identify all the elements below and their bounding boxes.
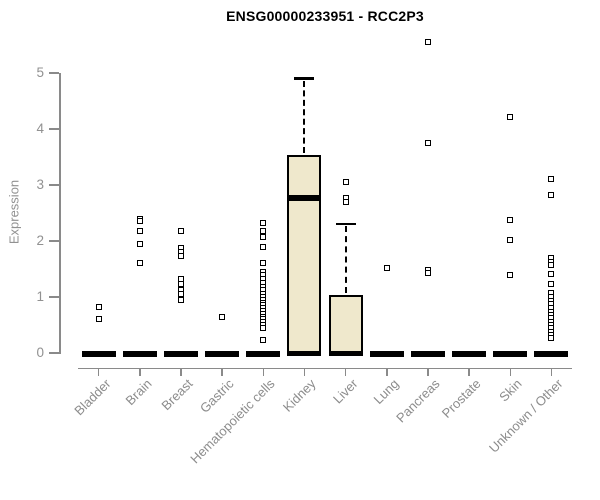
x-tick bbox=[468, 369, 470, 376]
outlier-point bbox=[548, 176, 555, 183]
outlier-point bbox=[177, 296, 184, 303]
collapsed-box-skin bbox=[493, 350, 528, 357]
y-tick-label: 5 bbox=[36, 65, 44, 80]
box-liver bbox=[328, 294, 363, 356]
outlier-point bbox=[95, 303, 102, 310]
y-tick-label: 2 bbox=[36, 233, 44, 248]
y-tick bbox=[49, 240, 59, 242]
outlier-point bbox=[136, 260, 143, 267]
y-tick bbox=[49, 352, 59, 354]
box-kidney bbox=[287, 154, 322, 356]
outlier-point bbox=[260, 220, 267, 227]
x-tick bbox=[550, 369, 553, 376]
outlier-point bbox=[260, 260, 267, 267]
outlier-point bbox=[548, 271, 555, 278]
outlier-point bbox=[219, 314, 226, 321]
outlier-point bbox=[507, 216, 514, 223]
outlier-point bbox=[136, 217, 143, 224]
whisker-cap bbox=[335, 222, 356, 226]
y-axis-line bbox=[59, 73, 61, 354]
outlier-point bbox=[342, 179, 349, 186]
outlier-point bbox=[548, 192, 555, 199]
collapsed-box-pancreas bbox=[410, 350, 445, 357]
collapsed-box-hematopoietic-cells bbox=[246, 350, 281, 357]
outlier-point bbox=[424, 269, 431, 276]
outlier-point bbox=[507, 272, 514, 279]
outlier-point bbox=[507, 114, 514, 121]
outlier-point bbox=[260, 325, 267, 332]
outlier-point bbox=[342, 198, 349, 205]
x-tick bbox=[509, 369, 511, 376]
outlier-point bbox=[95, 316, 102, 323]
whisker-cap bbox=[294, 77, 315, 80]
outlier-point bbox=[260, 233, 267, 240]
collapsed-box-lung bbox=[369, 350, 404, 357]
outlier-point bbox=[507, 236, 514, 243]
x-tick bbox=[221, 369, 223, 376]
outlier-point bbox=[548, 280, 555, 287]
y-tick-label: 4 bbox=[36, 121, 44, 136]
y-tick bbox=[49, 296, 59, 298]
x-tick bbox=[97, 369, 100, 376]
outlier-point bbox=[177, 281, 184, 288]
outlier-point bbox=[136, 227, 143, 234]
collapsed-box-brain bbox=[122, 350, 157, 357]
x-tick bbox=[262, 369, 264, 376]
outlier-point bbox=[260, 243, 267, 250]
outlier-point bbox=[383, 264, 390, 271]
y-tick bbox=[49, 128, 59, 130]
x-tick bbox=[427, 369, 429, 376]
collapsed-box-prostate bbox=[452, 350, 487, 357]
y-tick-label: 3 bbox=[36, 177, 44, 192]
x-tick bbox=[139, 369, 141, 376]
outlier-point bbox=[260, 337, 267, 344]
median-line bbox=[289, 194, 320, 201]
outlier-point bbox=[424, 140, 431, 146]
x-axis-line bbox=[78, 367, 572, 369]
y-tick-label: 1 bbox=[36, 289, 44, 304]
outlier-point bbox=[136, 240, 143, 247]
y-tick-label: 0 bbox=[36, 345, 44, 360]
outlier-point bbox=[424, 39, 431, 46]
outlier-point bbox=[177, 227, 184, 234]
outlier-point bbox=[177, 253, 184, 260]
x-tick bbox=[386, 369, 388, 376]
collapsed-box-unknown-other bbox=[534, 350, 569, 357]
y-tick bbox=[49, 184, 59, 186]
outlier-point bbox=[548, 335, 555, 342]
x-tick bbox=[303, 369, 306, 376]
collapsed-box-bladder bbox=[81, 350, 116, 357]
whisker-line bbox=[344, 226, 347, 293]
x-tick bbox=[344, 369, 347, 376]
outlier-point bbox=[177, 291, 184, 298]
outlier-point bbox=[548, 262, 555, 269]
chart-title: ENSG00000233951 - RCC2P3 bbox=[226, 8, 424, 24]
whisker-line bbox=[303, 80, 306, 153]
x-tick bbox=[180, 369, 182, 376]
collapsed-box-breast bbox=[163, 350, 198, 357]
y-tick bbox=[49, 72, 59, 74]
collapsed-box-gastric bbox=[205, 350, 240, 357]
